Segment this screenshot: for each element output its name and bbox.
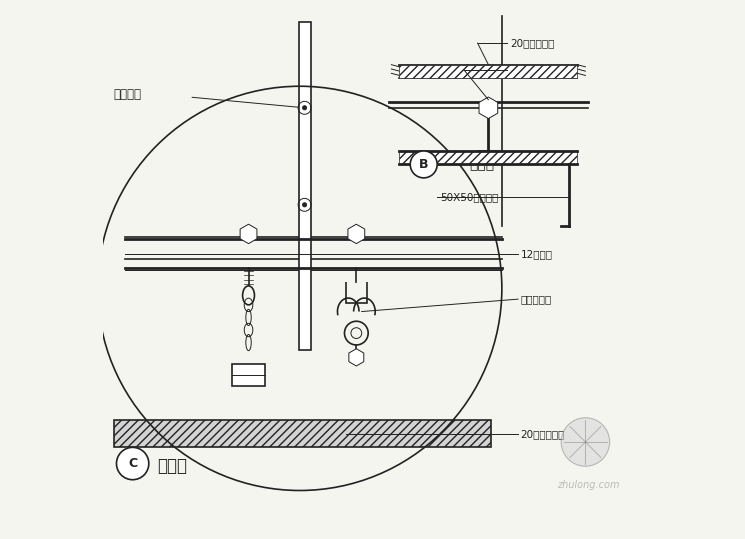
Text: 透明结构胶: 透明结构胶 <box>510 65 541 75</box>
Polygon shape <box>349 349 364 366</box>
Polygon shape <box>399 65 577 78</box>
Text: 12号槽钢: 12号槽钢 <box>521 249 553 259</box>
Circle shape <box>302 203 307 207</box>
Polygon shape <box>114 420 491 447</box>
Text: B: B <box>419 158 428 171</box>
Text: 20厚钢化玻璃: 20厚钢化玻璃 <box>510 38 554 48</box>
Text: 大样图: 大样图 <box>157 457 187 475</box>
Text: 20厚钢化玻璃: 20厚钢化玻璃 <box>521 429 565 439</box>
Bar <box>232 364 264 386</box>
Text: 膨胀螺栓: 膨胀螺栓 <box>114 88 142 101</box>
Polygon shape <box>399 151 577 164</box>
Bar <box>299 22 311 350</box>
Text: 剖面图: 剖面图 <box>469 157 495 171</box>
Text: zhulong.com: zhulong.com <box>557 480 619 490</box>
Polygon shape <box>240 224 257 244</box>
Circle shape <box>410 151 437 178</box>
Circle shape <box>116 447 149 480</box>
Circle shape <box>561 418 609 466</box>
Circle shape <box>302 106 307 110</box>
Text: 50X50镀锌角钢: 50X50镀锌角钢 <box>440 192 498 202</box>
Polygon shape <box>348 224 365 244</box>
Text: 玻璃吊挂件: 玻璃吊挂件 <box>521 294 552 304</box>
Text: C: C <box>128 457 137 470</box>
Polygon shape <box>479 97 498 119</box>
